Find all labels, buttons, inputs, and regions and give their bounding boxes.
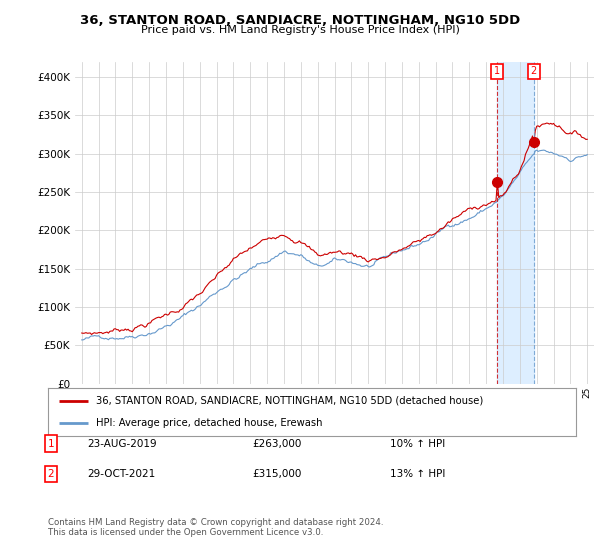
Text: 29-OCT-2021: 29-OCT-2021 bbox=[87, 469, 155, 479]
Text: 2: 2 bbox=[47, 469, 55, 479]
Text: 1: 1 bbox=[494, 67, 500, 76]
Text: 2: 2 bbox=[531, 67, 537, 76]
Text: 1: 1 bbox=[47, 438, 55, 449]
Text: £315,000: £315,000 bbox=[252, 469, 301, 479]
Text: £263,000: £263,000 bbox=[252, 438, 301, 449]
Text: Price paid vs. HM Land Registry's House Price Index (HPI): Price paid vs. HM Land Registry's House … bbox=[140, 25, 460, 35]
Text: 36, STANTON ROAD, SANDIACRE, NOTTINGHAM, NG10 5DD (detached house): 36, STANTON ROAD, SANDIACRE, NOTTINGHAM,… bbox=[95, 396, 483, 406]
Text: 36, STANTON ROAD, SANDIACRE, NOTTINGHAM, NG10 5DD: 36, STANTON ROAD, SANDIACRE, NOTTINGHAM,… bbox=[80, 13, 520, 27]
Text: HPI: Average price, detached house, Erewash: HPI: Average price, detached house, Erew… bbox=[95, 418, 322, 428]
Text: 13% ↑ HPI: 13% ↑ HPI bbox=[390, 469, 445, 479]
Text: 10% ↑ HPI: 10% ↑ HPI bbox=[390, 438, 445, 449]
Bar bbox=[497, 62, 534, 384]
Text: 23-AUG-2019: 23-AUG-2019 bbox=[87, 438, 157, 449]
Text: Contains HM Land Registry data © Crown copyright and database right 2024.
This d: Contains HM Land Registry data © Crown c… bbox=[48, 518, 383, 538]
